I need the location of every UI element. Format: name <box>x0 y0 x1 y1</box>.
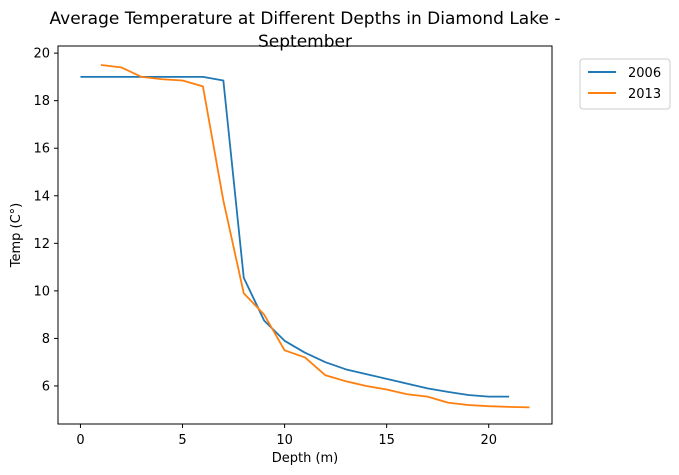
y-tick-label: 20 <box>33 47 50 62</box>
y-tick-label: 6 <box>42 379 50 394</box>
x-tick-label: 0 <box>76 433 84 448</box>
y-tick-label: 8 <box>42 332 50 347</box>
x-tick-label: 15 <box>378 433 395 448</box>
legend-label-2013: 2013 <box>628 87 661 102</box>
legend: 2006 2013 <box>579 58 671 110</box>
series-line-2013 <box>100 64 530 409</box>
y-tick-label: 10 <box>33 284 50 299</box>
chart-title-line-2: September <box>258 32 352 52</box>
series-line-2006 <box>80 76 510 398</box>
y-axis-label: Temp (C°) <box>9 203 24 269</box>
chart-title-line-1: Average Temperature at Different Depths … <box>50 9 561 29</box>
plot-area <box>80 64 530 409</box>
legend-label-2006: 2006 <box>628 66 661 81</box>
y-tick-label: 16 <box>33 142 50 157</box>
y-axis-ticks: 6 8 10 12 14 16 18 20 <box>33 47 58 394</box>
x-tick-label: 10 <box>276 433 293 448</box>
plot-frame <box>57 45 553 425</box>
x-tick-label: 5 <box>178 433 186 448</box>
x-tick-label: 20 <box>480 433 497 448</box>
x-axis-ticks: 0 5 10 15 20 <box>76 424 497 448</box>
y-tick-label: 18 <box>33 94 50 109</box>
x-axis-label: Depth (m) <box>272 451 339 466</box>
y-tick-label: 12 <box>33 237 50 252</box>
y-tick-label: 14 <box>33 189 50 204</box>
